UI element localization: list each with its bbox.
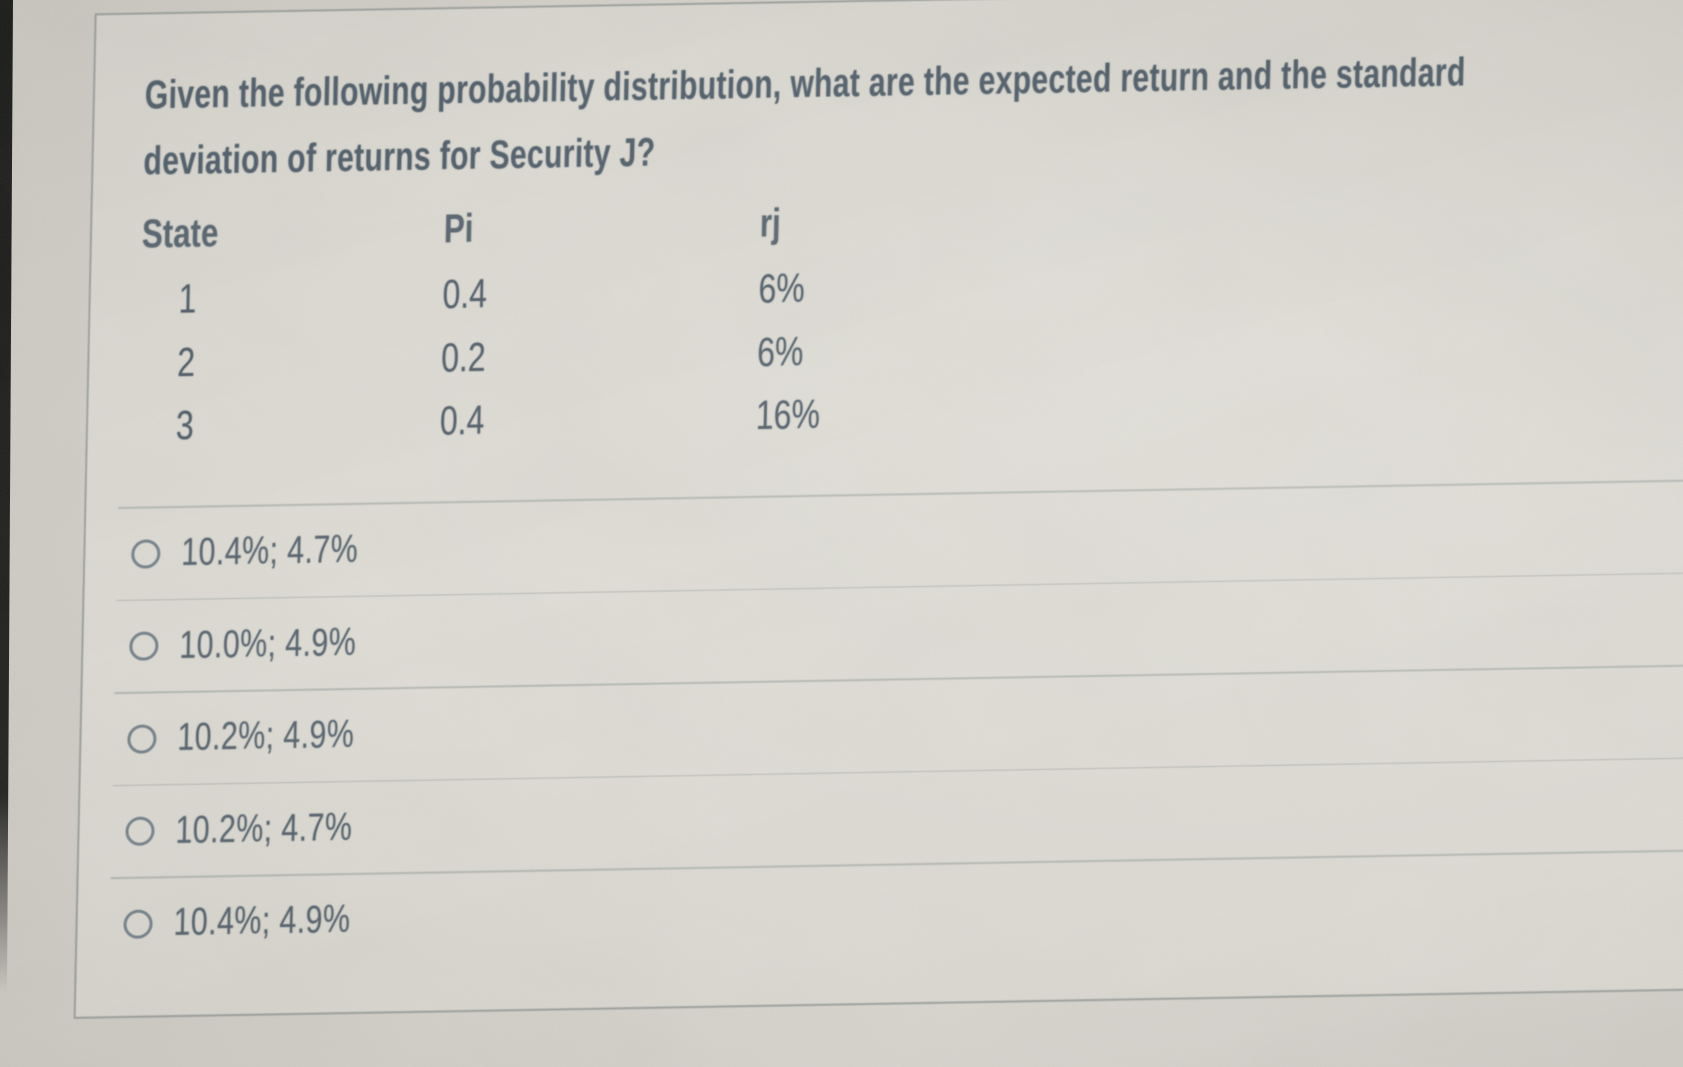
radio-button-icon[interactable] xyxy=(131,538,161,569)
answer-option-label: 10.4%; 4.7% xyxy=(180,527,359,574)
table-header-pi: Pi xyxy=(443,206,474,252)
answer-option-label: 10.2%; 4.7% xyxy=(175,805,353,852)
cell-rj-2: 6% xyxy=(756,328,804,375)
radio-button-icon[interactable] xyxy=(123,908,153,939)
cell-pi-2: 0.2 xyxy=(440,333,487,381)
table-row: 1 0.4 6% xyxy=(140,247,1683,322)
table-row: 3 0.4 16% xyxy=(138,373,1683,449)
radio-button-icon[interactable] xyxy=(125,816,155,846)
table-header-state: State xyxy=(141,211,219,257)
cell-state-3: 3 xyxy=(175,401,195,449)
cell-pi-3: 0.4 xyxy=(439,396,485,444)
answer-option-label: 10.2%; 4.9% xyxy=(176,712,355,760)
cell-state-1: 1 xyxy=(178,275,197,322)
cell-pi-1: 0.4 xyxy=(442,270,488,318)
question-card: Given the following probability distribu… xyxy=(73,0,1683,1019)
cell-rj-1: 6% xyxy=(758,264,806,312)
cell-rj-3: 16% xyxy=(755,390,821,438)
cell-state-2: 2 xyxy=(176,338,196,385)
probability-table: State Pi rj 1 0.4 6% 2 0.2 6% 3 0.4 16% xyxy=(138,182,1683,449)
radio-button-icon[interactable] xyxy=(129,631,159,661)
answer-options-list: 10.4%; 4.7% 10.0%; 4.9% 10.2%; 4.9% 10.2… xyxy=(77,476,1683,970)
table-header-row: State Pi rj xyxy=(142,182,1683,256)
answer-option-label: 10.0%; 4.9% xyxy=(178,620,357,667)
radio-button-icon[interactable] xyxy=(127,723,157,754)
question-text: Given the following probability distribu… xyxy=(93,0,1683,195)
table-row: 2 0.2 6% xyxy=(139,310,1683,385)
answer-option-label: 10.4%; 4.9% xyxy=(173,898,351,945)
table-header-rj: rj xyxy=(759,201,782,246)
